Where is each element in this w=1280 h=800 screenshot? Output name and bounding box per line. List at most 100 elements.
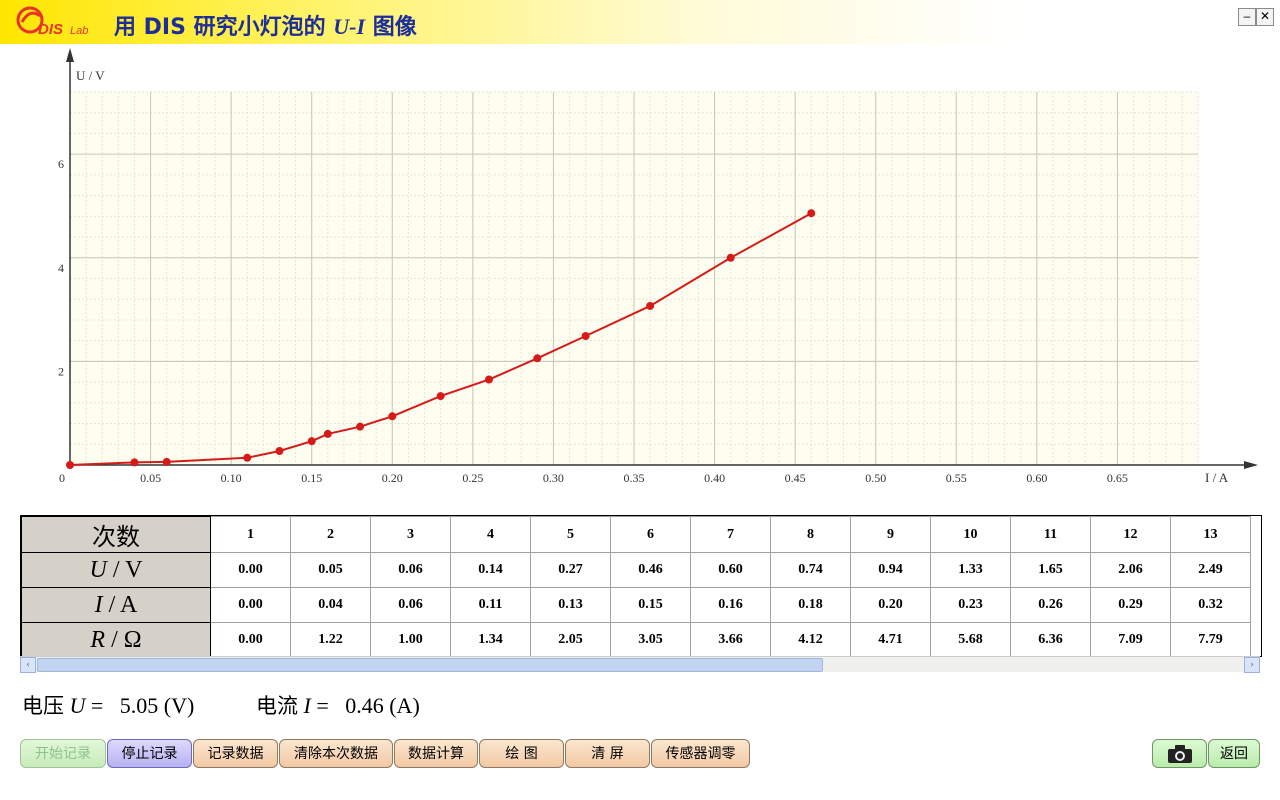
y-tick-label: 2 [58, 364, 64, 378]
table-cell: 12 [1090, 516, 1171, 553]
x-axis-label: I / A [1205, 470, 1229, 485]
data-point [436, 392, 445, 401]
x-tick-label: 0.55 [946, 471, 967, 485]
x-tick-label: 0.50 [865, 471, 886, 485]
data-point [807, 209, 816, 218]
table-cell: 0.11 [450, 587, 531, 623]
table-cell: 1.33 [930, 552, 1011, 588]
u-i-chart: 0 0.05 0.10 0.15 0.20 0.25 0.30 0.35 0.40 0.45 0.5… [58, 48, 1258, 485]
table-cell: 5 [530, 516, 611, 553]
table-cell: 0.60 [690, 552, 771, 588]
table-cell: 0.15 [610, 587, 691, 623]
svg-text:DIS: DIS [38, 21, 63, 38]
table-cell: 6 [610, 516, 691, 553]
table-cell: 0.05 [290, 552, 371, 588]
table-cell: 1.22 [290, 622, 371, 656]
x-tick-label: 0.40 [704, 471, 725, 485]
y-axis-arrow [66, 48, 74, 62]
data-point [275, 447, 284, 456]
data-point [66, 461, 74, 469]
minimize-button[interactable]: – [1238, 8, 1256, 26]
y-tick-label: 6 [58, 157, 64, 171]
data-point [243, 453, 252, 462]
data-point [130, 458, 139, 467]
current-readout: 电流 I = 0.46 (A) [256, 693, 420, 718]
x-tick-label: 0.65 [1107, 471, 1128, 485]
table-cell: 0.14 [450, 552, 531, 588]
table-cell: 6.36 [1010, 622, 1091, 656]
table-cell: 10 [930, 516, 1011, 553]
table-cell: 7 [690, 516, 771, 553]
table-cell: 0.13 [530, 587, 611, 623]
row-header-current: I / A [21, 587, 211, 623]
table-cell: 4.12 [770, 622, 851, 656]
table-cell: 1.34 [450, 622, 531, 656]
close-button[interactable]: ✕ [1256, 8, 1274, 26]
x-tick-label: 0.45 [785, 471, 806, 485]
table-cell: 0.27 [530, 552, 611, 588]
row-header-resistance: R / Ω [21, 622, 211, 656]
table-cell: 0.26 [1010, 587, 1091, 623]
table-cell: 0.20 [850, 587, 931, 623]
table-cell: 3 [370, 516, 451, 553]
scroll-right-button[interactable]: › [1244, 657, 1260, 673]
x-tick-label: 0.35 [624, 471, 645, 485]
record-data-button[interactable]: 记录数据 [193, 739, 278, 768]
camera-icon [1167, 745, 1192, 763]
clear-screen-button[interactable]: 清 屏 [565, 739, 650, 768]
window-title: 用 DIS 研究小灯泡的 U-I 图像 [114, 14, 417, 40]
sensor-zero-button[interactable]: 传感器调零 [651, 739, 750, 768]
data-point [162, 457, 171, 466]
table-cell: 9 [850, 516, 931, 553]
data-point [533, 354, 542, 363]
dislab-logo: DIS Lab [16, 6, 88, 38]
table-cell: 2.05 [530, 622, 611, 656]
table-cell: 1.00 [370, 622, 451, 656]
data-calc-button[interactable]: 数据计算 [394, 739, 478, 768]
table-cell: 0.46 [610, 552, 691, 588]
row-header-voltage: U / V [21, 552, 211, 588]
table-cell: 5.68 [930, 622, 1011, 656]
table-cell: 8 [770, 516, 851, 553]
x-tick-label: 0.10 [221, 471, 242, 485]
table-cell: 4.71 [850, 622, 931, 656]
table-row-voltage: U / V 0.00 0.05 0.06 0.14 0.27 0.46 0.60… [21, 552, 1251, 588]
table-cell: 7.79 [1170, 622, 1251, 656]
plot-button[interactable]: 绘 图 [479, 739, 564, 768]
table-cell: 0.23 [930, 587, 1011, 623]
stop-record-button[interactable]: 停止记录 [107, 739, 192, 768]
table-cell: 0.00 [210, 622, 291, 656]
back-button[interactable]: 返回 [1208, 739, 1260, 768]
title-bar: DIS Lab 用 DIS 研究小灯泡的 U-I 图像 – ✕ [0, 0, 1280, 44]
table-cell: 0.94 [850, 552, 931, 588]
table-row-current: I / A 0.00 0.04 0.06 0.11 0.13 0.15 0.16… [21, 587, 1251, 623]
table-cell: 2 [290, 516, 371, 553]
scrollbar-thumb[interactable] [37, 658, 823, 672]
data-line [69, 212, 812, 466]
x-axis-arrow [1244, 461, 1258, 469]
table-cell: 13 [1170, 516, 1251, 553]
voltage-readout: 电压 U = 5.05 (V) [22, 693, 195, 718]
table-cell: 2.06 [1090, 552, 1171, 588]
camera-button[interactable] [1152, 739, 1207, 768]
data-table: 次数 1 2 3 4 5 6 7 8 9 10 11 12 13 U / V 0… [20, 515, 1262, 657]
start-record-button[interactable]: 开始记录 [20, 739, 106, 768]
table-row-resistance: R / Ω 0.00 1.22 1.00 1.34 2.05 3.05 3.66… [21, 622, 1251, 656]
table-cell: 4 [450, 516, 531, 553]
table-cell: 3.66 [690, 622, 771, 656]
svg-text:Lab: Lab [70, 25, 88, 37]
x-tick-label: 0 [59, 471, 65, 485]
table-cell: 0.04 [290, 587, 371, 623]
data-point [646, 301, 655, 310]
scroll-left-button[interactable]: ‹ [20, 657, 36, 673]
table-horizontal-scrollbar[interactable]: ‹ › [20, 656, 1260, 673]
table-cell: 0.18 [770, 587, 851, 623]
y-axis-label: U / V [76, 68, 105, 83]
table-cell: 0.29 [1090, 587, 1171, 623]
x-tick-label: 0.30 [543, 471, 564, 485]
data-point [323, 429, 332, 438]
data-point [356, 422, 365, 431]
clear-current-data-button[interactable]: 清除本次数据 [279, 739, 393, 768]
data-point [726, 253, 735, 262]
table-cell: 0.16 [690, 587, 771, 623]
